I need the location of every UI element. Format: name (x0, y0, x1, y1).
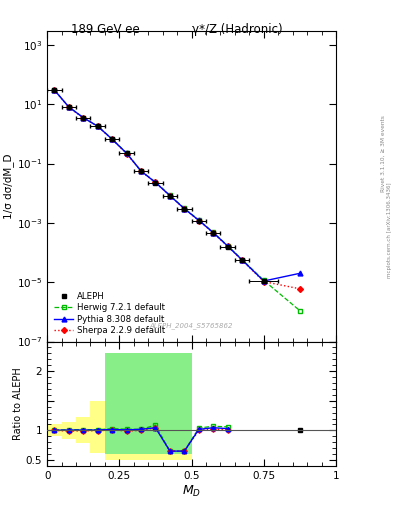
X-axis label: $M_D$: $M_D$ (182, 483, 201, 499)
Text: ALEPH_2004_S5765862: ALEPH_2004_S5765862 (150, 323, 233, 329)
Text: Rivet 3.1.10, ≥ 3M events: Rivet 3.1.10, ≥ 3M events (381, 115, 386, 192)
Y-axis label: 1/σ dσ/dM_D: 1/σ dσ/dM_D (3, 154, 14, 219)
Text: mcplots.cern.ch [arXiv:1306.3436]: mcplots.cern.ch [arXiv:1306.3436] (387, 183, 392, 278)
Y-axis label: Ratio to ALEPH: Ratio to ALEPH (13, 368, 23, 440)
Text: γ*/Z (Hadronic): γ*/Z (Hadronic) (192, 23, 283, 36)
Legend: ALEPH, Herwig 7.2.1 default, Pythia 8.308 default, Sherpa 2.2.9 default: ALEPH, Herwig 7.2.1 default, Pythia 8.30… (51, 290, 168, 337)
Text: 189 GeV ee: 189 GeV ee (71, 23, 140, 36)
